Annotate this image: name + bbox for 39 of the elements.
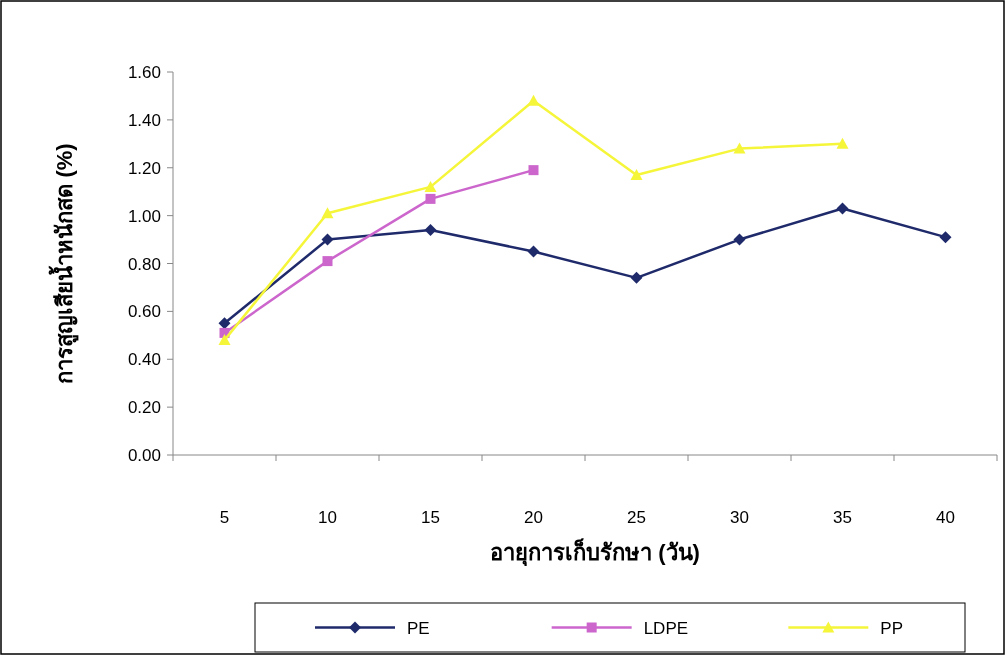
point xyxy=(527,245,540,258)
y-tick-label: 1.60 xyxy=(127,63,161,82)
y-tick-label: 0.60 xyxy=(127,302,161,322)
y-tick-label: 0.20 xyxy=(127,398,161,418)
x-axis-title: อายุการเก็บรักษา (วัน) xyxy=(490,538,700,567)
legend-label: PP xyxy=(880,618,904,638)
point xyxy=(322,256,333,267)
x-tick-label: 5 xyxy=(219,508,230,527)
point xyxy=(528,165,539,176)
point xyxy=(733,233,746,246)
point xyxy=(836,137,849,149)
point xyxy=(527,94,540,106)
point xyxy=(836,202,849,215)
point xyxy=(424,180,437,192)
x-tick-label: 15 xyxy=(421,508,440,527)
y-tick-label: 1.20 xyxy=(127,158,161,178)
y-axis-title: การสูญเสียน้ำหนักสด (%) xyxy=(48,143,79,384)
point xyxy=(630,168,643,180)
legend-label: PE xyxy=(407,618,430,638)
x-tick-label: 35 xyxy=(833,508,852,527)
x-tick-label: 40 xyxy=(936,508,955,527)
point xyxy=(630,271,643,284)
point xyxy=(425,193,436,204)
point xyxy=(939,231,952,244)
legend-label: LDPE xyxy=(643,618,689,638)
y-tick-label: 1.00 xyxy=(127,206,161,226)
y-tick-label: 0.40 xyxy=(127,350,161,370)
point xyxy=(218,334,231,346)
y-tick-label: 0.00 xyxy=(127,446,161,465)
x-tick-label: 30 xyxy=(730,508,749,527)
y-tick-label: 1.40 xyxy=(127,110,161,130)
y-tick-label: 0.80 xyxy=(127,254,161,274)
x-tick-label: 20 xyxy=(524,508,543,527)
point xyxy=(733,142,746,154)
point xyxy=(424,223,437,236)
point xyxy=(321,207,334,219)
point xyxy=(321,233,334,246)
x-tick-label: 25 xyxy=(627,508,646,527)
x-tick-label: 10 xyxy=(318,508,337,527)
